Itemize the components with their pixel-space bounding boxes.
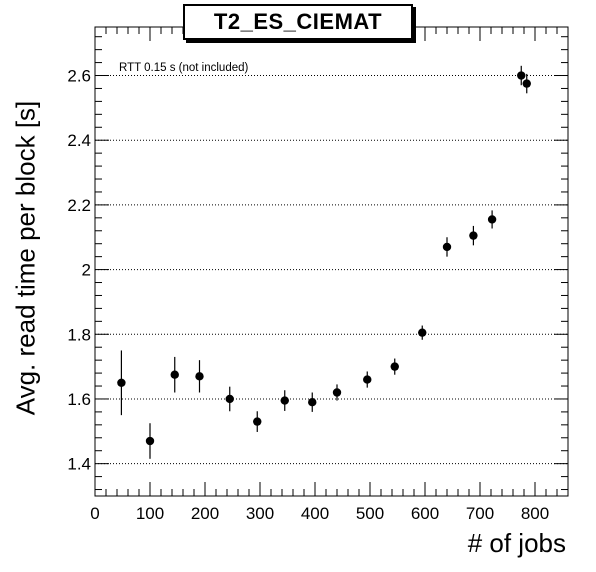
data-point bbox=[469, 231, 478, 240]
plot-frame bbox=[94, 26, 569, 497]
data-point bbox=[517, 71, 526, 80]
y-tick-label: 1.4 bbox=[67, 455, 91, 474]
x-tick-label: 800 bbox=[521, 504, 549, 523]
x-axis-label: # of jobs bbox=[467, 528, 566, 558]
data-point bbox=[332, 388, 342, 397]
data-point bbox=[442, 242, 452, 252]
chart-title: T2_ES_CIEMAT bbox=[183, 4, 413, 40]
data-point bbox=[253, 417, 262, 426]
data-point bbox=[195, 372, 204, 381]
data-point bbox=[363, 375, 372, 384]
data-point bbox=[522, 79, 531, 88]
data-point bbox=[308, 398, 317, 407]
data-point bbox=[390, 362, 399, 371]
data-point bbox=[117, 378, 126, 387]
data-point bbox=[170, 370, 179, 379]
x-tick-label: 600 bbox=[411, 504, 439, 523]
x-tick-label: 700 bbox=[466, 504, 494, 523]
y-axis-label: Avg. read time per block [s] bbox=[10, 100, 41, 416]
data-point bbox=[280, 396, 289, 405]
y-tick-label: 2.4 bbox=[67, 131, 91, 150]
x-tick-label: 300 bbox=[246, 504, 274, 523]
data-point bbox=[225, 394, 234, 404]
x-tick-label: 100 bbox=[136, 504, 164, 523]
data-point bbox=[418, 328, 427, 337]
y-tick-label: 1.6 bbox=[67, 390, 91, 409]
y-tick-label: 2.2 bbox=[67, 196, 91, 215]
x-tick-label: 400 bbox=[301, 504, 329, 523]
rtt-annotation: RTT 0.15 s (not included) bbox=[119, 62, 249, 74]
y-tick-label: 2.6 bbox=[67, 67, 91, 86]
y-tick-label: 1.8 bbox=[67, 325, 91, 344]
x-tick-label: 0 bbox=[90, 504, 99, 523]
x-tick-label: 200 bbox=[191, 504, 219, 523]
data-point bbox=[487, 215, 497, 224]
data-point bbox=[145, 436, 155, 446]
y-tick-label: 2 bbox=[82, 261, 91, 280]
x-tick-label: 500 bbox=[356, 504, 384, 523]
